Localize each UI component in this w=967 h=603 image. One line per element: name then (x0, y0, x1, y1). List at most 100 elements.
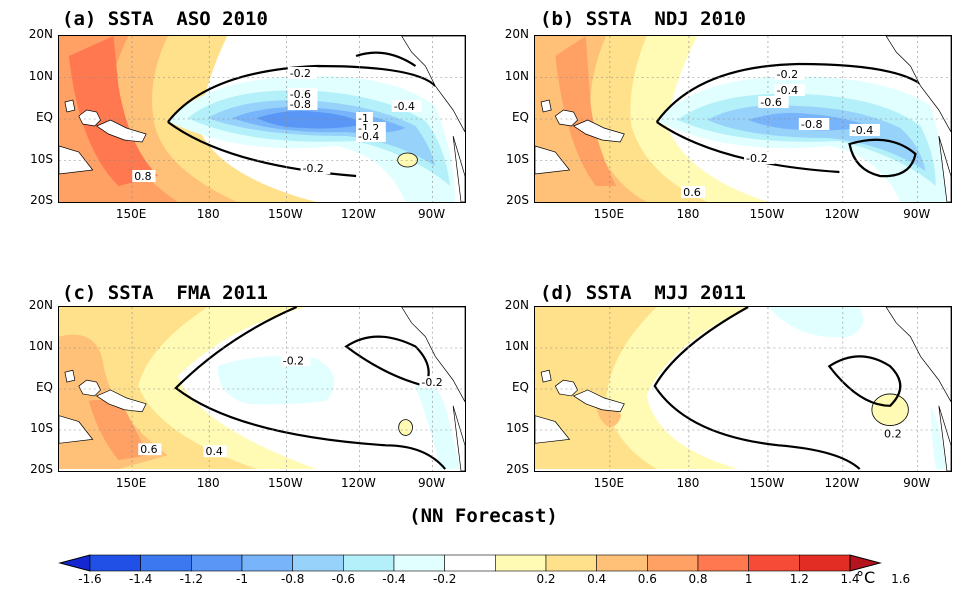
colorbar-swatch (292, 554, 344, 572)
colorbar-swatch (596, 554, 648, 572)
contour-label: -0.6 (290, 88, 311, 101)
colorbar-tick-label: -1.6 (78, 572, 102, 586)
x-tick-label: 90W (903, 476, 931, 490)
map-d: 0.2 (534, 306, 952, 472)
x-tick-label: 120W (341, 207, 376, 221)
colorbar-swatch (241, 554, 293, 572)
y-tick-label: 20N (504, 27, 529, 41)
y-tick-label: 20S (506, 462, 529, 476)
colorbar-tick-label: 1.2 (789, 572, 809, 586)
y-tick-label: EQ (35, 110, 53, 124)
contour-label: 0.4 (206, 445, 223, 458)
colorbar-swatch (140, 554, 192, 572)
contour-label: -0.2 (776, 68, 798, 81)
contour-label: -0.2 (746, 152, 768, 165)
colorbar-tick-label: -1.2 (179, 572, 204, 586)
contour-label: 0.6 (683, 186, 701, 199)
x-tick-label: 120W (341, 476, 376, 490)
y-tick-label: 20S (506, 193, 529, 207)
y-tick-label: 10N (28, 339, 53, 353)
y-tick-label: 20N (28, 27, 53, 41)
colorbar-swatch (799, 554, 851, 572)
panel-title: (c) SSTA FMA 2011 (62, 282, 268, 304)
colorbar-swatch (191, 554, 243, 572)
colorbar-tick-label: 0.6 (637, 572, 657, 586)
colorbar-tick-label: 1.6 (891, 572, 911, 586)
panel-title: (b) SSTA NDJ 2010 (540, 8, 746, 30)
x-tick-label: 180 (676, 207, 700, 221)
graticule (59, 36, 465, 202)
colorbar-tick-label: -0.6 (331, 572, 356, 586)
y-tick-label: EQ (511, 380, 529, 394)
y-tick-label: 20N (504, 298, 529, 312)
colorbar-swatch (444, 554, 496, 572)
map-b: -0.2 -0.4 -0.6 -0.8 -0.4 -0.2 0.6 (534, 35, 952, 203)
x-tick-label: 90W (417, 207, 446, 221)
contour-label: -0.2 (290, 67, 311, 80)
contour-label: -0.2 (303, 162, 324, 175)
contour-label: -1 (358, 112, 369, 125)
colorbar-tick-label: 1.4 (840, 572, 860, 586)
map-c: -0.2 -0.2 0.6 0.4 (58, 306, 466, 472)
x-tick-label: 150W (267, 476, 303, 490)
x-tick-label: 150W (267, 207, 303, 221)
y-tick-label: 10S (506, 421, 529, 435)
forecast-footer: (NN Forecast) (409, 505, 558, 527)
x-tick-label: 120W (824, 476, 860, 490)
contour-label: -0.4 (776, 84, 798, 97)
contour-label: -0.8 (801, 118, 823, 131)
colorbar-tick-label: -1.4 (128, 572, 153, 586)
panel-title: (a) SSTA ASO 2010 (62, 8, 268, 30)
y-tick-label: 20S (30, 462, 53, 476)
colorbar-tick-label: 1 (744, 572, 753, 586)
contour-label: -0.4 (852, 124, 874, 137)
y-tick-label: 10S (30, 151, 53, 166)
colorbar-tick-label: -1 (236, 572, 248, 586)
colorbar-tick-label: 0.2 (536, 572, 556, 586)
y-tick-label: 20S (30, 193, 53, 207)
x-tick-label: 90W (903, 207, 931, 221)
colorbar-swatch (343, 554, 395, 572)
colorbar-tick-label: 0.4 (587, 572, 607, 586)
graticule (59, 307, 465, 471)
colorbar-tick-label: 0.8 (688, 572, 708, 586)
colorbar-swatch (647, 554, 699, 572)
colorbar-swatch (697, 554, 749, 572)
x-tick-label: 150E (593, 476, 625, 490)
coastline (59, 36, 465, 202)
panel-title: (d) SSTA MJJ 2011 (540, 282, 746, 304)
contour-label: -0.2 (421, 376, 442, 389)
x-tick-label: 150W (749, 207, 785, 221)
x-tick-label: 180 (196, 207, 220, 221)
colorbar-tick-label: -0.4 (382, 572, 406, 586)
colorbar-swatch (545, 554, 597, 572)
x-tick-label: 180 (196, 476, 220, 490)
colorbar-swatch (495, 554, 547, 572)
y-tick-label: 20N (28, 298, 53, 312)
map-a: -0.2 -0.6 -0.8 -1 -0.4 -1.2 -0.4 -0.2 0.8 (58, 35, 466, 203)
y-tick-label: EQ (35, 380, 53, 394)
contour-label: 0.6 (140, 443, 157, 456)
contour-label: -0.8 (290, 98, 311, 111)
colorbar-tick-label: -0.2 (432, 572, 457, 586)
x-tick-label: 150E (115, 476, 147, 490)
contour-label: -0.4 (358, 130, 379, 143)
contour-label: -0.2 (283, 354, 304, 367)
unit-label: °C (856, 568, 876, 587)
graticule (535, 307, 951, 471)
graticule (535, 36, 951, 202)
y-tick-label: EQ (511, 110, 529, 124)
contour-label: 0.8 (134, 170, 151, 183)
x-tick-label: 150E (115, 207, 147, 221)
x-tick-label: 90W (417, 476, 446, 490)
colorbar-tick-label: -0.8 (280, 572, 305, 586)
x-tick-label: 150W (749, 476, 785, 490)
y-tick-label: 10N (504, 339, 529, 353)
coastline (535, 36, 951, 202)
contour-label: -0.6 (760, 96, 782, 109)
x-tick-label: 180 (676, 476, 700, 490)
y-tick-label: 10S (30, 421, 53, 435)
colorbar-min-arrow (58, 554, 91, 572)
x-tick-label: 120W (824, 207, 860, 221)
y-tick-label: 10N (504, 68, 529, 83)
